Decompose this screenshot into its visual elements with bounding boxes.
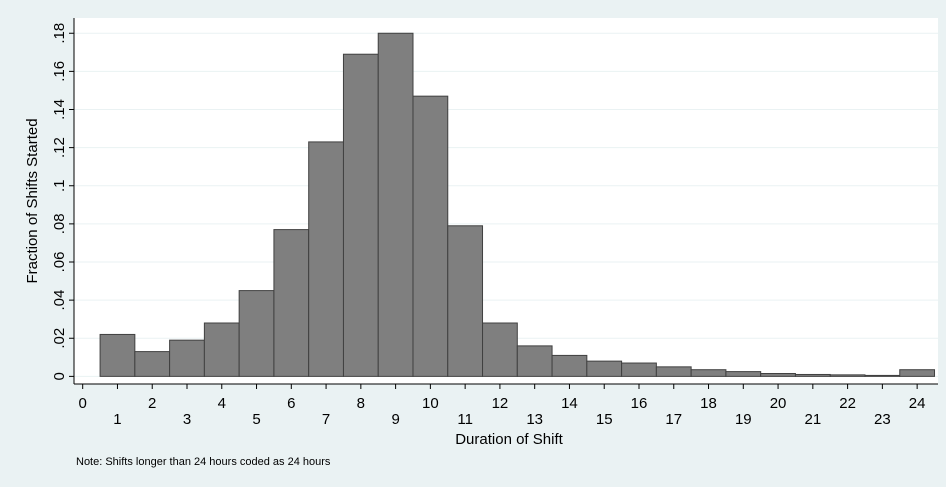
bar: [203, 322, 240, 377]
note: Note: Shifts longer than 24 hours coded …: [76, 456, 331, 468]
y-axis-label: Fraction of Shifts Started: [24, 118, 41, 283]
bar: [99, 333, 136, 377]
bar: [864, 374, 901, 377]
x-tick-label: 14: [561, 395, 578, 412]
x-tick-label: 9: [391, 411, 399, 428]
bar: [586, 360, 623, 377]
x-tick-label: 13: [526, 411, 543, 428]
y-tick-label: .02: [51, 328, 68, 349]
bar: [134, 351, 171, 377]
bar: [238, 290, 275, 377]
bar: [794, 373, 831, 377]
x-tick-label: 2: [148, 395, 156, 412]
x-tick-label: 8: [357, 395, 365, 412]
bar: [899, 369, 936, 377]
bar: [447, 225, 484, 377]
bar: [725, 371, 762, 377]
bar: [342, 53, 379, 377]
bar: [169, 339, 205, 377]
x-tick-label: 5: [252, 411, 260, 428]
x-axis-label: Duration of Shift: [455, 431, 563, 448]
bar: [829, 374, 866, 377]
x-tick-label: 7: [322, 411, 330, 428]
x-tick-label: 24: [909, 395, 926, 412]
bar: [516, 345, 553, 377]
x-tick-label: 18: [700, 395, 717, 412]
y-tick-label: .14: [51, 99, 68, 120]
bar: [551, 354, 588, 377]
x-tick-label: 12: [492, 395, 509, 412]
y-tick-label: 0: [51, 372, 68, 380]
y-tick-label: .08: [51, 213, 68, 234]
y-tick-label: .12: [51, 137, 68, 158]
bar: [690, 369, 727, 377]
x-tick-label: 19: [735, 411, 752, 428]
x-tick-label: 23: [874, 411, 891, 428]
bar: [273, 229, 310, 377]
x-tick-label: 6: [287, 395, 295, 412]
x-tick-label: 20: [770, 395, 787, 412]
x-tick-label: 22: [839, 395, 856, 412]
y-tick-label: .1: [51, 179, 68, 192]
x-tick-label: 11: [457, 411, 473, 428]
y-tick-label: .18: [51, 23, 68, 44]
x-tick-label: 4: [218, 395, 226, 412]
bar: [655, 366, 692, 377]
y-tick-label: .06: [51, 252, 68, 273]
bar: [482, 322, 518, 377]
x-tick-label: 15: [596, 411, 613, 428]
x-tick-label: 17: [665, 411, 682, 428]
x-tick-label: 21: [804, 411, 821, 428]
x-tick-label: 3: [183, 411, 191, 428]
x-tick-label: 1: [113, 411, 121, 428]
x-tick-label: 16: [631, 395, 648, 412]
x-tick-label: 0: [79, 395, 87, 412]
bar: [621, 362, 657, 377]
x-tick-label: 10: [422, 395, 439, 412]
bar: [412, 95, 449, 377]
bar: [760, 373, 796, 377]
bar: [308, 141, 344, 377]
bar: [377, 32, 414, 377]
y-tick-label: .16: [51, 61, 68, 82]
y-tick-label: .04: [51, 290, 68, 311]
